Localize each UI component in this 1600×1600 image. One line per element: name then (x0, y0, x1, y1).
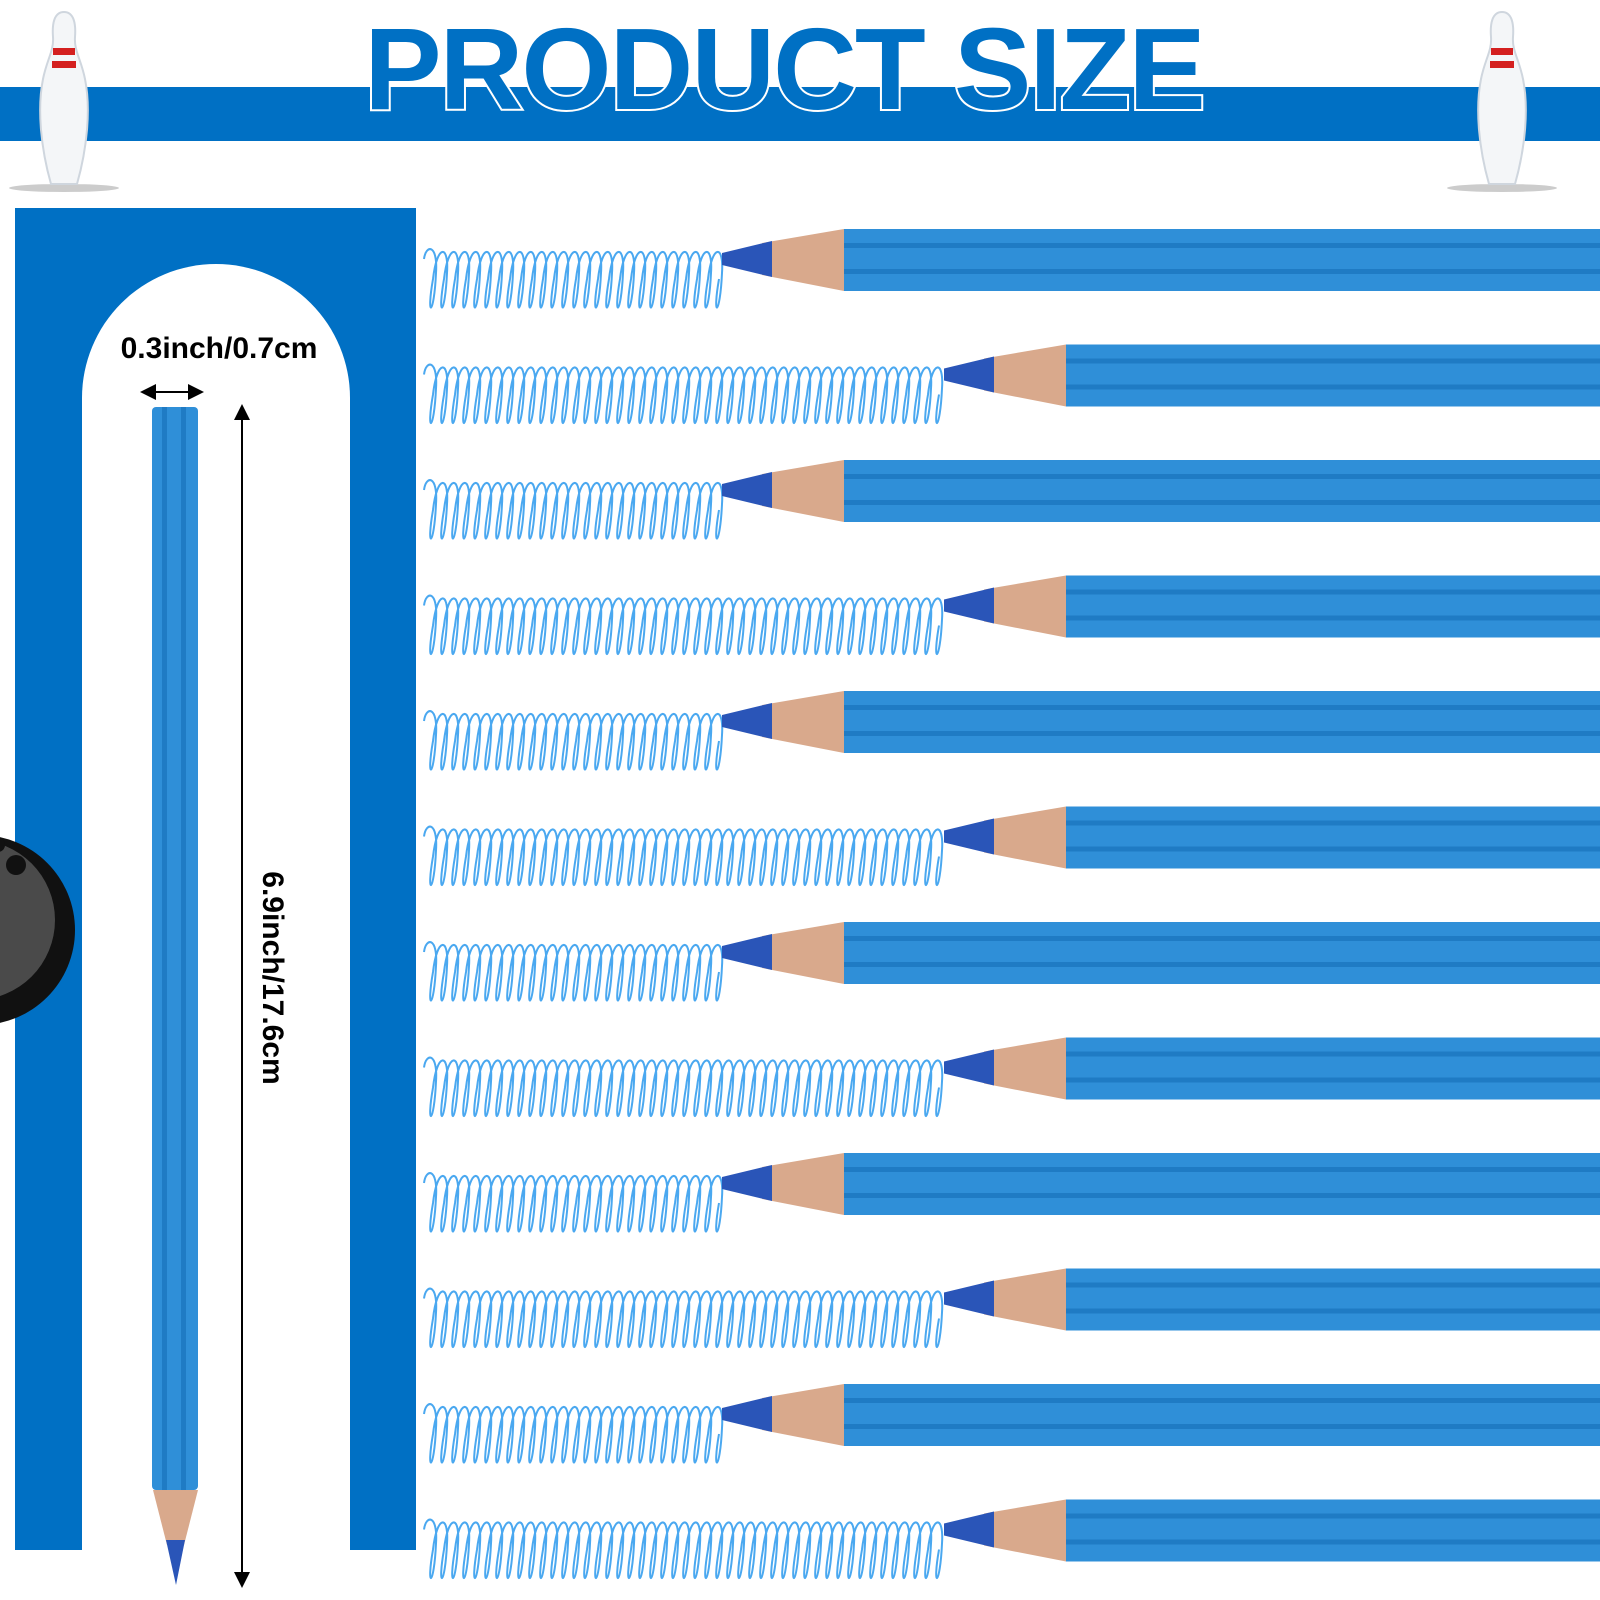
scribble-line (423, 594, 944, 655)
pencil-row (423, 1499, 1600, 1579)
pencil-lead (944, 818, 994, 855)
pencil-body (1066, 344, 1600, 407)
pencil-wood (762, 691, 844, 753)
pencil-row (423, 460, 1600, 540)
pencil-row (423, 344, 1600, 424)
pencil-stripe (1066, 358, 1600, 364)
pencil-wood (762, 922, 844, 984)
pencil-body (844, 691, 1600, 753)
bowling-ball-icon (0, 837, 75, 1023)
pencil-body (844, 1153, 1600, 1215)
bowling-pin-icon (9, 10, 119, 192)
pencil-row (423, 1268, 1600, 1348)
pencil-lead (944, 1049, 994, 1086)
pencil-wood (984, 1268, 1066, 1331)
pencil-lead (722, 703, 772, 739)
scribble-line (423, 825, 944, 886)
scribble-line (423, 248, 724, 309)
scribble-line (423, 1056, 944, 1117)
pencil-lead (944, 1280, 994, 1317)
pencil-stripe (844, 1193, 1600, 1198)
pencil-lead (944, 356, 994, 393)
pencil-row (423, 922, 1600, 1002)
page-title: PRODUCT SIZE (362, 2, 1208, 136)
pencil-stripe (1066, 1077, 1600, 1083)
pencil-stripe (1066, 846, 1600, 852)
pencil-row (423, 1037, 1600, 1117)
scribble-line (423, 479, 724, 540)
pencil-row (423, 691, 1600, 771)
pencil-stripe (1066, 1282, 1600, 1288)
scribble-line (423, 710, 724, 771)
width-label: 0.3inch/0.7cm (120, 332, 318, 365)
scribble-line (423, 1172, 724, 1233)
pencil-stripe (1066, 589, 1600, 595)
pencil-stripe (1066, 1051, 1600, 1057)
pencil-wood (984, 344, 1066, 407)
pencil-stripe (844, 243, 1600, 248)
scribble-line (423, 1518, 944, 1579)
pencil-body (1066, 1499, 1600, 1562)
pencil-body (844, 922, 1600, 984)
pencil-wood (762, 460, 844, 522)
pencil-lead (722, 472, 772, 508)
pencil-lead (722, 241, 772, 277)
pencil-body (1066, 1268, 1600, 1331)
pencil-stripe (844, 731, 1600, 736)
pencil-row (423, 1384, 1600, 1464)
vertical-pencil (152, 407, 198, 1585)
scribble-line (423, 1403, 724, 1464)
pencil-stripe (1066, 1308, 1600, 1314)
pencil-stripe (1066, 615, 1600, 621)
pencil-stripe (844, 1167, 1600, 1172)
scribble-line (423, 941, 724, 1002)
pencil-stripe (844, 705, 1600, 710)
pencil-wood (984, 575, 1066, 638)
pencil-body (1066, 575, 1600, 638)
scribble-line (423, 1287, 944, 1348)
pencil-stripe (1066, 1539, 1600, 1545)
pencil-row (423, 806, 1600, 886)
pencil-body (844, 229, 1600, 291)
pencil-stripe (1066, 384, 1600, 390)
pencil-row (423, 575, 1600, 655)
pencil-stripe (844, 1398, 1600, 1403)
bowling-pin-icon (1447, 10, 1557, 192)
pencil-lead (944, 587, 994, 624)
header-band (0, 87, 1600, 141)
pencil-row (423, 229, 1600, 309)
pencil-stripe (844, 936, 1600, 941)
pencil-wood (984, 1037, 1066, 1100)
pencil-wood (984, 1499, 1066, 1562)
size-arch (82, 264, 350, 1564)
pencil-wood (762, 229, 844, 291)
pencil-body (1066, 806, 1600, 869)
pencil-wood (762, 1153, 844, 1215)
pencil-stripe (844, 269, 1600, 274)
pencil-lead (722, 1396, 772, 1432)
pencil-body (844, 1384, 1600, 1446)
pencil-body (1066, 1037, 1600, 1100)
pencil-stripe (844, 500, 1600, 505)
pencil-wood (984, 806, 1066, 869)
pencil-stripe (1066, 1513, 1600, 1519)
pencil-row (423, 1153, 1600, 1233)
pencil-lead (944, 1511, 994, 1548)
pencil-stripe (844, 474, 1600, 479)
pencil-lead (722, 934, 772, 970)
pencil-lead (722, 1165, 772, 1201)
scribble-line (423, 363, 944, 424)
pencil-stripe (844, 1424, 1600, 1429)
pencil-stripe (1066, 820, 1600, 826)
pencil-stripe (844, 962, 1600, 967)
pencil-wood (762, 1384, 844, 1446)
pencil-body (844, 460, 1600, 522)
